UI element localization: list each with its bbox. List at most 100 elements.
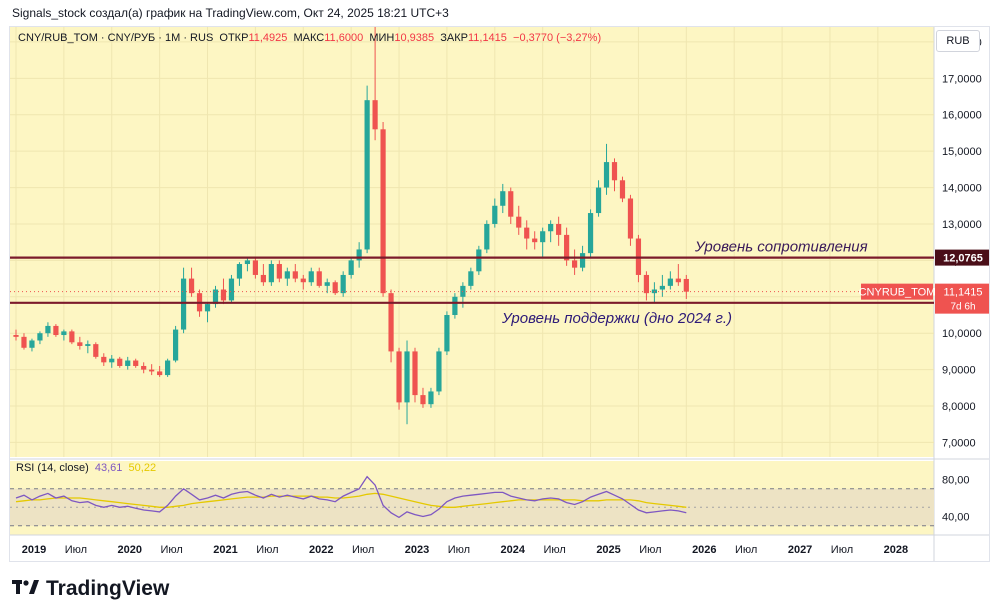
high-value: 11,6000 (324, 32, 364, 44)
open-value: 11,4925 (248, 32, 288, 44)
y-tick-label: 17,0000 (942, 73, 982, 85)
candle-body (165, 360, 171, 376)
candle-body (141, 365, 147, 370)
candle-body (85, 344, 91, 346)
candle-body (508, 191, 514, 217)
candle-body (492, 205, 498, 224)
x-tick-label: 2028 (884, 544, 908, 556)
candle-body (548, 223, 554, 232)
candle-body (468, 271, 474, 286)
x-tick-label: Июл (448, 544, 470, 556)
x-tick-label: 2027 (788, 544, 812, 556)
y-tick-label: 10,0000 (942, 328, 982, 340)
tradingview-logo[interactable]: TradingView (12, 576, 169, 602)
candle-body (412, 351, 418, 396)
candle-body (204, 304, 211, 312)
high-label: МАКС (293, 32, 325, 44)
candle-body (133, 360, 139, 366)
rsi-label[interactable]: RSI (14, close) (16, 462, 89, 474)
candle-body (173, 329, 179, 361)
candle-body (348, 260, 354, 275)
candle-body (603, 162, 610, 188)
rsi-line (15, 475, 687, 519)
candle-body (109, 358, 115, 363)
x-tick-label: 2019 (22, 544, 46, 556)
change-value: −0,3770 (−3,27%) (513, 32, 602, 44)
candle-body (572, 260, 578, 268)
candle-body (595, 187, 602, 214)
candle-body (149, 369, 155, 372)
candle-body (587, 213, 594, 254)
x-tick-label: Июл (256, 544, 278, 556)
candle-body (268, 264, 274, 283)
candle-body (611, 162, 618, 181)
resistance-annotation: Уровень сопротивления (694, 239, 868, 256)
candle-body (500, 191, 506, 206)
candle-body (13, 335, 19, 337)
candle-body (260, 274, 266, 283)
candle-body (667, 278, 673, 286)
candle-body (516, 216, 522, 228)
x-tick-label: 2023 (405, 544, 429, 556)
rsi-tick-label: 80,00 (942, 475, 970, 487)
rsi-value: 43,61 (94, 462, 123, 474)
candle-body (476, 249, 482, 272)
candle-body (300, 278, 306, 283)
y-tick-label: 7,0000 (942, 437, 976, 449)
level-price-tag (935, 249, 989, 266)
candle-body (556, 223, 562, 235)
x-tick-label: Июл (65, 544, 87, 556)
candle-body (53, 325, 59, 336)
candle-body (540, 231, 546, 243)
candle-body (69, 331, 75, 343)
candle-body (157, 371, 163, 376)
candle-body (21, 336, 27, 348)
rsi-tick-label: 40,00 (942, 512, 970, 524)
tradingview-logo-icon (12, 576, 40, 602)
x-tick-label: Июл (735, 544, 757, 556)
rsi-ma-line (15, 492, 687, 508)
symbol-title[interactable]: CNY/RUB_TOM · CNY/РУБ · 1М · RUS (18, 32, 214, 44)
candle-body (324, 282, 330, 286)
close-value: 11,1415 (467, 32, 507, 44)
chart-canvas[interactable]: 7,00008,00009,000010,000011,000012,00001… (10, 27, 989, 561)
candle-body (188, 278, 195, 294)
candle-body (101, 356, 107, 363)
candle-body (292, 271, 298, 279)
close-label: ЗАКР (440, 32, 468, 44)
candle-body (228, 278, 235, 301)
candle-body (380, 129, 386, 294)
candle-body (252, 260, 258, 275)
candle-body (364, 100, 370, 250)
candle-body (683, 278, 689, 292)
last-price-countdown: 7d 6h (950, 302, 975, 313)
low-label: МИН (369, 32, 395, 44)
candle-body (117, 358, 123, 366)
candle-body (77, 342, 83, 346)
candle-body (643, 274, 650, 294)
x-tick-label: 2022 (309, 544, 333, 556)
x-tick-label: Июл (544, 544, 566, 556)
candle-body (532, 238, 538, 243)
last-price-value: 11,1415 (944, 287, 983, 299)
candle-body (388, 293, 394, 352)
symbol-price-tag (861, 283, 933, 300)
candle-body (37, 333, 43, 341)
symbol-price-tag-label: CNYRUB_TOM (859, 287, 936, 299)
currency-button[interactable]: RUB (936, 30, 980, 52)
x-tick-label: 2024 (501, 544, 526, 556)
candle-body (29, 340, 35, 348)
y-tick-label: 8,0000 (942, 401, 976, 413)
candle-body (524, 227, 530, 239)
candle-body (372, 100, 378, 130)
last-price-tag (935, 283, 989, 314)
candle-body (420, 395, 426, 405)
y-tick-label: 13,0000 (942, 219, 982, 231)
candle-body (659, 285, 665, 290)
candle-body (276, 264, 282, 279)
candle-body (332, 282, 338, 294)
candle-body (579, 253, 586, 268)
candle-body (61, 331, 67, 336)
x-tick-label: 2026 (692, 544, 716, 556)
candle-body (619, 180, 626, 199)
